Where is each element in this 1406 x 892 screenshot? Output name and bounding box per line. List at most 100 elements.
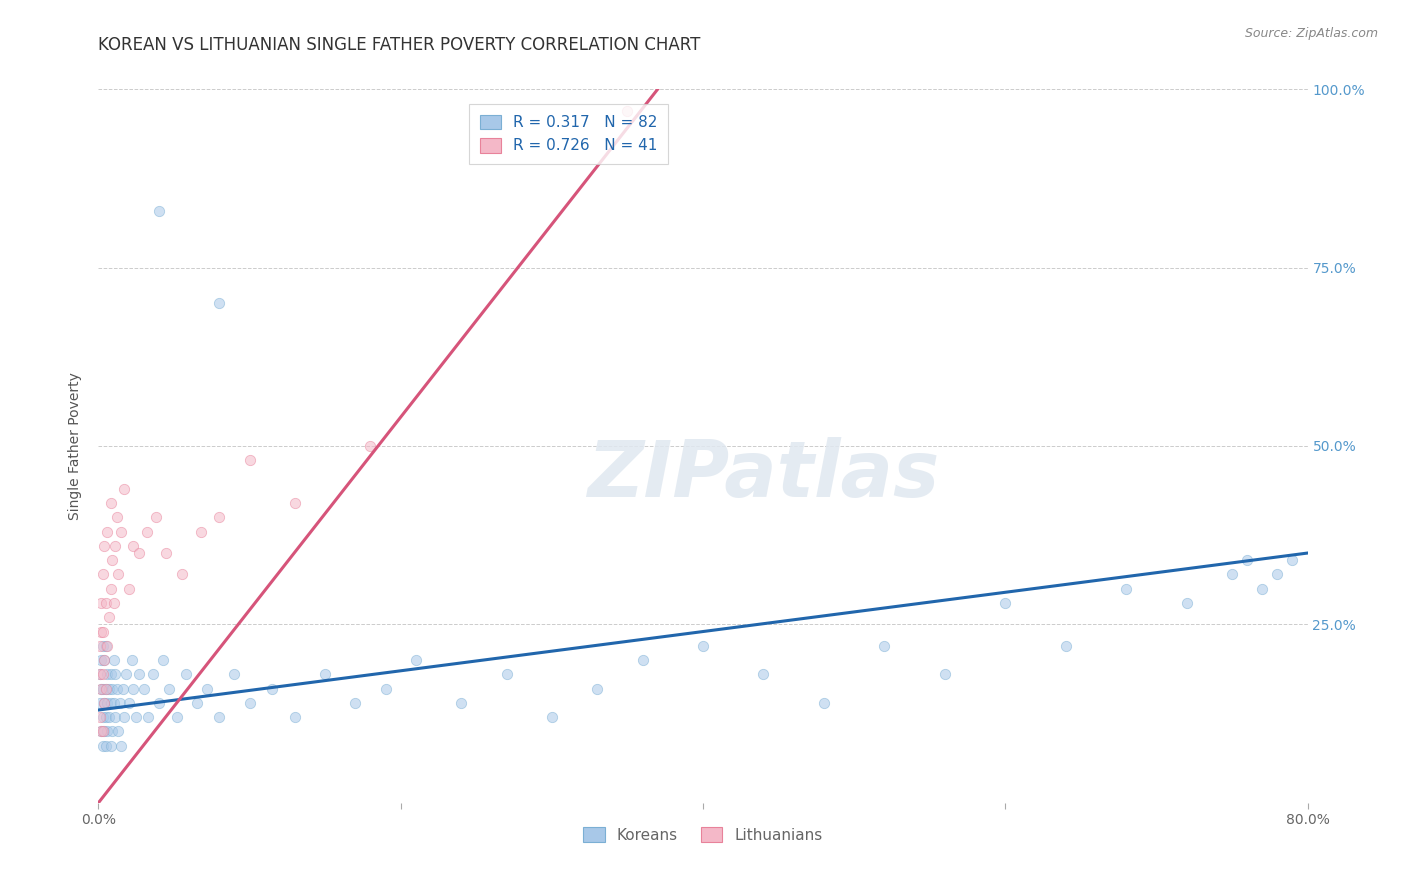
- Point: [148, 696, 170, 710]
- Point: [103, 653, 125, 667]
- Point: [111, 681, 134, 696]
- Point: [100, 739, 122, 753]
- Point: [1054, 639, 1077, 653]
- Point: [112, 482, 135, 496]
- Point: [90, 624, 112, 639]
- Point: [208, 710, 231, 724]
- Point: [91, 639, 114, 653]
- Point: [112, 710, 135, 724]
- Point: [1236, 553, 1258, 567]
- Point: [101, 681, 124, 696]
- Point: [89, 667, 111, 681]
- Point: [94, 639, 117, 653]
- Point: [98, 610, 121, 624]
- Point: [93, 696, 115, 710]
- Point: [94, 681, 117, 696]
- Point: [186, 696, 208, 710]
- Point: [159, 681, 181, 696]
- Point: [224, 667, 246, 681]
- Point: [208, 510, 231, 524]
- Point: [142, 667, 165, 681]
- Point: [1220, 567, 1243, 582]
- Point: [93, 724, 115, 739]
- Point: [166, 710, 188, 724]
- Point: [89, 696, 111, 710]
- Point: [195, 681, 218, 696]
- Point: [128, 667, 150, 681]
- Point: [91, 681, 114, 696]
- Point: [89, 639, 111, 653]
- Point: [128, 546, 150, 560]
- Point: [93, 653, 115, 667]
- Point: [170, 567, 193, 582]
- Point: [152, 653, 174, 667]
- Point: [495, 667, 517, 681]
- Point: [98, 710, 121, 724]
- Text: KOREAN VS LITHUANIAN SINGLE FATHER POVERTY CORRELATION CHART: KOREAN VS LITHUANIAN SINGLE FATHER POVER…: [98, 36, 700, 54]
- Point: [239, 696, 262, 710]
- Point: [145, 510, 167, 524]
- Point: [90, 596, 112, 610]
- Text: ZIPatlas: ZIPatlas: [588, 436, 939, 513]
- Y-axis label: Single Father Poverty: Single Father Poverty: [69, 372, 83, 520]
- Point: [374, 681, 396, 696]
- Point: [114, 667, 136, 681]
- Point: [94, 739, 117, 753]
- Point: [94, 596, 117, 610]
- Point: [100, 667, 122, 681]
- Point: [107, 724, 129, 739]
- Point: [360, 439, 382, 453]
- Point: [631, 653, 654, 667]
- Point: [96, 667, 118, 681]
- Point: [101, 553, 124, 567]
- Point: [314, 667, 336, 681]
- Point: [208, 296, 231, 310]
- Point: [90, 724, 112, 739]
- Point: [105, 681, 128, 696]
- Point: [284, 496, 307, 510]
- Point: [96, 696, 118, 710]
- Point: [405, 653, 427, 667]
- Point: [100, 496, 122, 510]
- Point: [752, 667, 775, 681]
- Point: [89, 667, 111, 681]
- Point: [93, 696, 115, 710]
- Point: [344, 696, 367, 710]
- Point: [100, 696, 122, 710]
- Point: [91, 624, 114, 639]
- Point: [96, 639, 118, 653]
- Point: [90, 653, 112, 667]
- Point: [100, 582, 122, 596]
- Point: [1175, 596, 1198, 610]
- Point: [934, 667, 956, 681]
- Point: [1281, 553, 1303, 567]
- Point: [450, 696, 472, 710]
- Point: [93, 539, 115, 553]
- Point: [121, 653, 143, 667]
- Point: [104, 539, 127, 553]
- Point: [105, 510, 128, 524]
- Point: [91, 667, 114, 681]
- Point: [91, 724, 114, 739]
- Point: [122, 539, 145, 553]
- Point: [118, 696, 141, 710]
- Point: [110, 739, 132, 753]
- Point: [91, 710, 114, 724]
- Point: [91, 567, 114, 582]
- Point: [94, 681, 117, 696]
- Point: [148, 203, 170, 218]
- Point: [239, 453, 262, 467]
- Point: [89, 710, 111, 724]
- Point: [540, 710, 562, 724]
- Point: [90, 681, 112, 696]
- Text: Source: ZipAtlas.com: Source: ZipAtlas.com: [1244, 27, 1378, 40]
- Legend: Koreans, Lithuanians: Koreans, Lithuanians: [576, 821, 830, 848]
- Point: [104, 710, 127, 724]
- Point: [586, 681, 609, 696]
- Point: [132, 681, 155, 696]
- Point: [93, 653, 115, 667]
- Point: [94, 710, 117, 724]
- Point: [262, 681, 284, 696]
- Point: [190, 524, 212, 539]
- Point: [1115, 582, 1137, 596]
